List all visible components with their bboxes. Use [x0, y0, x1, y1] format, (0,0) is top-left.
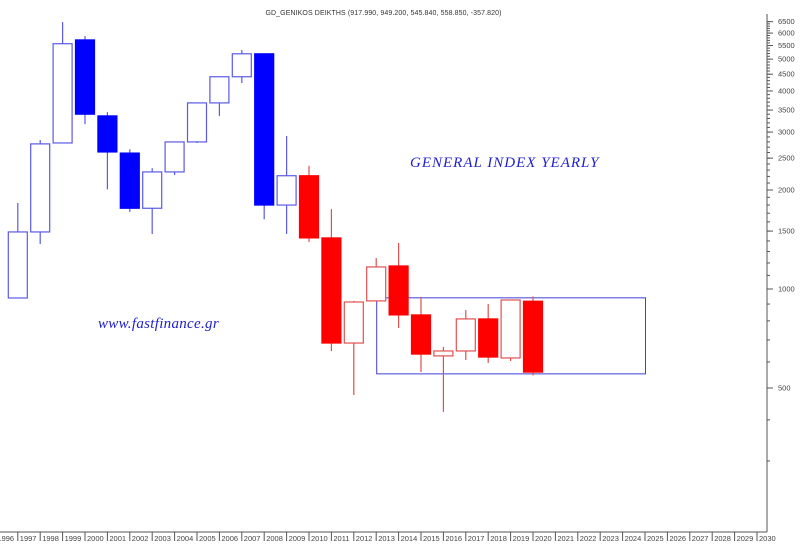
candle-body-2015 — [410, 314, 432, 355]
x-tick-label: 2006 — [221, 534, 238, 543]
candle-body-2010 — [298, 175, 320, 239]
x-tick-label: 1996 — [0, 534, 14, 543]
chart-annotation-title: GENERAL INDEX YEARLY — [410, 155, 600, 171]
x-tick-label: 2014 — [401, 534, 418, 543]
candle-body-2017 — [455, 318, 476, 352]
y-tick-label: 3000 — [778, 128, 795, 137]
chart-title: GD_GENIKOS DEIKTHS (917.990, 949.200, 54… — [265, 10, 502, 17]
x-tick-label: 2013 — [378, 534, 395, 543]
y-tick-label: 1000 — [778, 285, 795, 294]
x-tick-label: 2015 — [423, 534, 440, 543]
y-tick-label: 6000 — [778, 29, 795, 38]
x-tick-label: 2016 — [445, 534, 462, 543]
y-tick-label: 4000 — [778, 87, 795, 96]
x-tick-label: 2004 — [177, 534, 194, 543]
candle-body-1997 — [7, 231, 28, 299]
x-tick-label: 2012 — [356, 534, 373, 543]
candle-body-2020 — [522, 300, 544, 373]
y-tick-label: 1500 — [778, 227, 795, 236]
chart-annotation-website: www.fastfinance.gr — [98, 316, 219, 332]
y-tick-label: 4500 — [778, 70, 795, 79]
candle-body-2013 — [366, 266, 387, 302]
x-tick-label: 2011 — [333, 534, 349, 543]
range-box — [376, 297, 646, 375]
x-tick-label: 2003 — [154, 534, 171, 543]
x-tick-label: 2002 — [132, 534, 149, 543]
x-tick-label: 2026 — [669, 534, 686, 543]
x-tick-label: 2017 — [468, 534, 485, 543]
candle-body-2000 — [74, 39, 96, 115]
candle-body-2011 — [321, 237, 342, 344]
x-tick-label: 2018 — [490, 534, 507, 543]
y-tick-label: 5000 — [778, 55, 795, 64]
candle-body-2014 — [388, 265, 409, 316]
x-tick-label: 2024 — [625, 534, 642, 543]
candle-body-2007 — [231, 53, 252, 78]
x-tick-label: 2020 — [535, 534, 552, 543]
x-tick-label: 2021 — [557, 534, 574, 543]
candle-body-2018 — [478, 318, 499, 358]
x-tick-label: 2005 — [199, 534, 216, 543]
candle-body-2016 — [433, 350, 454, 357]
x-tick-label: 1999 — [65, 534, 82, 543]
x-tick-label: 2023 — [602, 534, 619, 543]
y-tick-label: 6500 — [778, 17, 795, 26]
candle-body-2002 — [119, 152, 140, 209]
candle-body-2003 — [142, 171, 163, 209]
candle-body-1999 — [52, 43, 73, 144]
y-tick-label: 500 — [778, 384, 791, 393]
x-tick-label: 2010 — [311, 534, 328, 543]
x-tick-label: 2008 — [266, 534, 283, 543]
x-tick-label: 2030 — [759, 534, 776, 543]
x-tick-label: 2022 — [580, 534, 597, 543]
candle-body-2009 — [276, 175, 297, 206]
candle-body-2019 — [500, 299, 521, 359]
candle-body-2001 — [97, 115, 118, 153]
x-tick-label: 2007 — [244, 534, 261, 543]
x-tick-label: 2009 — [289, 534, 306, 543]
x-tick-label: 2027 — [692, 534, 709, 543]
candle-body-2005 — [186, 102, 208, 143]
y-tick-label: 2000 — [778, 186, 795, 195]
x-tick-label: 1997 — [20, 534, 37, 543]
x-tick-label: 2000 — [87, 534, 104, 543]
x-tick-label: 1998 — [42, 534, 59, 543]
y-tick-label: 3500 — [778, 106, 795, 115]
candle-body-2008 — [254, 53, 275, 206]
candle-body-2006 — [209, 76, 230, 104]
y-tick-label: 5500 — [778, 41, 795, 50]
y-tick-label: 2500 — [778, 154, 795, 163]
x-tick-label: 2025 — [647, 534, 664, 543]
x-tick-label: 2029 — [737, 534, 754, 543]
candle-body-2004 — [164, 141, 185, 173]
x-tick-label: 2028 — [714, 534, 731, 543]
x-tick-label: 2001 — [109, 534, 126, 543]
candle-body-2012 — [343, 301, 364, 344]
x-tick-label: 2019 — [513, 534, 530, 543]
candle-body-1998 — [30, 143, 51, 233]
